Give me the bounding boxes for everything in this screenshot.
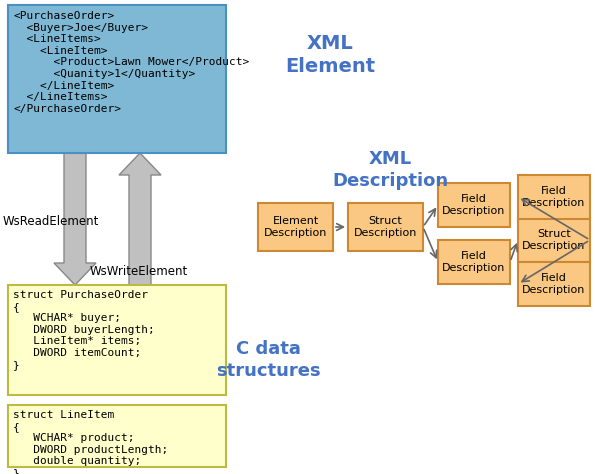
- FancyBboxPatch shape: [8, 285, 226, 395]
- Text: C data
structures: C data structures: [216, 340, 320, 380]
- FancyBboxPatch shape: [518, 175, 590, 219]
- Text: XML
Description: XML Description: [332, 150, 448, 190]
- FancyBboxPatch shape: [258, 203, 333, 251]
- FancyBboxPatch shape: [438, 183, 510, 227]
- Text: Field
Description: Field Description: [442, 194, 506, 216]
- Text: Field
Description: Field Description: [522, 273, 585, 295]
- Text: <PurchaseOrder>
  <Buyer>Joe</Buyer>
  <LineItems>
    <LineItem>
      <Product: <PurchaseOrder> <Buyer>Joe</Buyer> <Line…: [13, 11, 249, 114]
- FancyBboxPatch shape: [518, 262, 590, 306]
- Text: Field
Description: Field Description: [522, 186, 585, 208]
- Text: Field
Description: Field Description: [442, 251, 506, 273]
- Text: WsReadElement: WsReadElement: [3, 215, 99, 228]
- Text: Element
Description: Element Description: [264, 216, 327, 238]
- Text: WsWriteElement: WsWriteElement: [90, 265, 188, 278]
- FancyBboxPatch shape: [348, 203, 423, 251]
- Polygon shape: [54, 153, 96, 285]
- Text: struct LineItem
{
   WCHAR* product;
   DWORD productLength;
   double quantity;: struct LineItem { WCHAR* product; DWORD …: [13, 410, 168, 474]
- FancyBboxPatch shape: [518, 218, 590, 262]
- Text: XML
Element: XML Element: [285, 34, 375, 76]
- FancyBboxPatch shape: [438, 240, 510, 284]
- Text: Struct
Description: Struct Description: [522, 229, 585, 251]
- FancyBboxPatch shape: [8, 5, 226, 153]
- Text: struct PurchaseOrder
{
   WCHAR* buyer;
   DWORD buyerLength;
   LineItem* items: struct PurchaseOrder { WCHAR* buyer; DWO…: [13, 290, 155, 370]
- Text: Struct
Description: Struct Description: [354, 216, 417, 238]
- FancyBboxPatch shape: [8, 405, 226, 467]
- Polygon shape: [119, 153, 161, 285]
